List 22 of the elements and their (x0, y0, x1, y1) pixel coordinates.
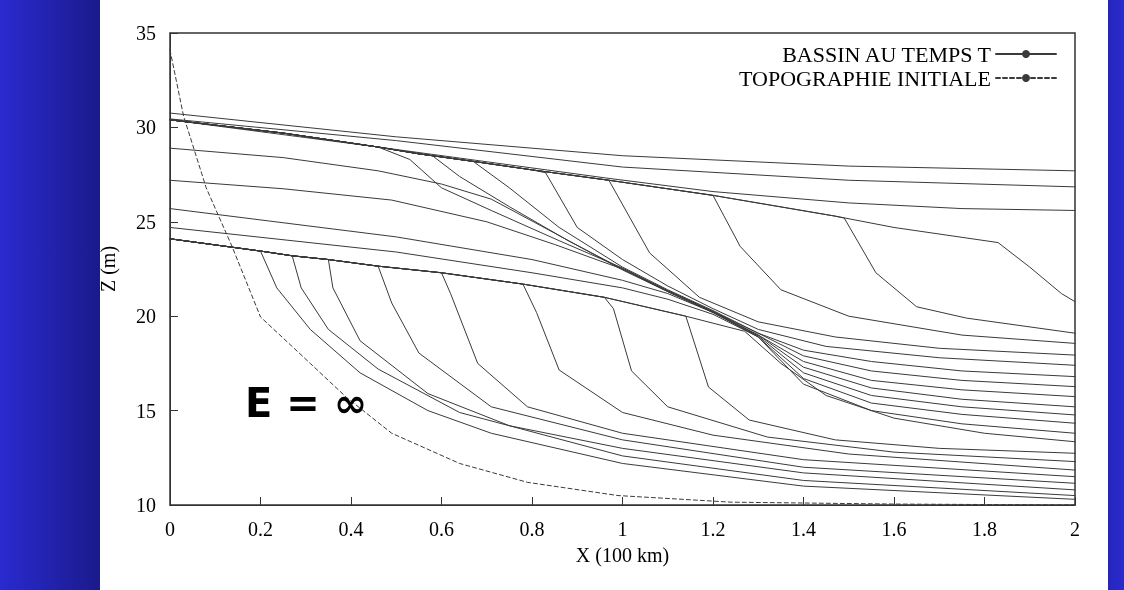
y-tick-label: 30 (136, 116, 156, 139)
x-tick-label: 2 (1070, 518, 1080, 540)
y-tick-label: 10 (136, 494, 156, 516)
x-tick-label: 1.2 (700, 518, 726, 540)
y-axis-title: Z (m) (97, 245, 120, 293)
x-tick-label: 1.8 (972, 518, 997, 540)
x-tick-label: 0.2 (248, 518, 273, 540)
x-tick-label: 1.4 (791, 518, 816, 540)
x-tick-label: 1 (617, 518, 628, 540)
x-axis-title: X (100 km) (575, 544, 670, 567)
y-tick-label: 35 (136, 22, 156, 44)
legend-label: TOPOGRAPHIE INITIALE (739, 65, 991, 91)
x-tick-label: 0.8 (519, 518, 545, 540)
y-tick-label: 15 (136, 399, 156, 422)
annotation: E = ∞ (245, 380, 368, 426)
x-tick-label: 1.6 (881, 518, 907, 540)
x-tick-label: 0.4 (338, 518, 364, 540)
x-tick-label: 0.6 (429, 518, 454, 540)
y-tick-label: 20 (136, 305, 156, 328)
legend-label: BASSIN AU TEMPS T (782, 41, 992, 67)
y-tick-label: 25 (136, 210, 156, 233)
x-tick-label: 0 (165, 518, 175, 540)
